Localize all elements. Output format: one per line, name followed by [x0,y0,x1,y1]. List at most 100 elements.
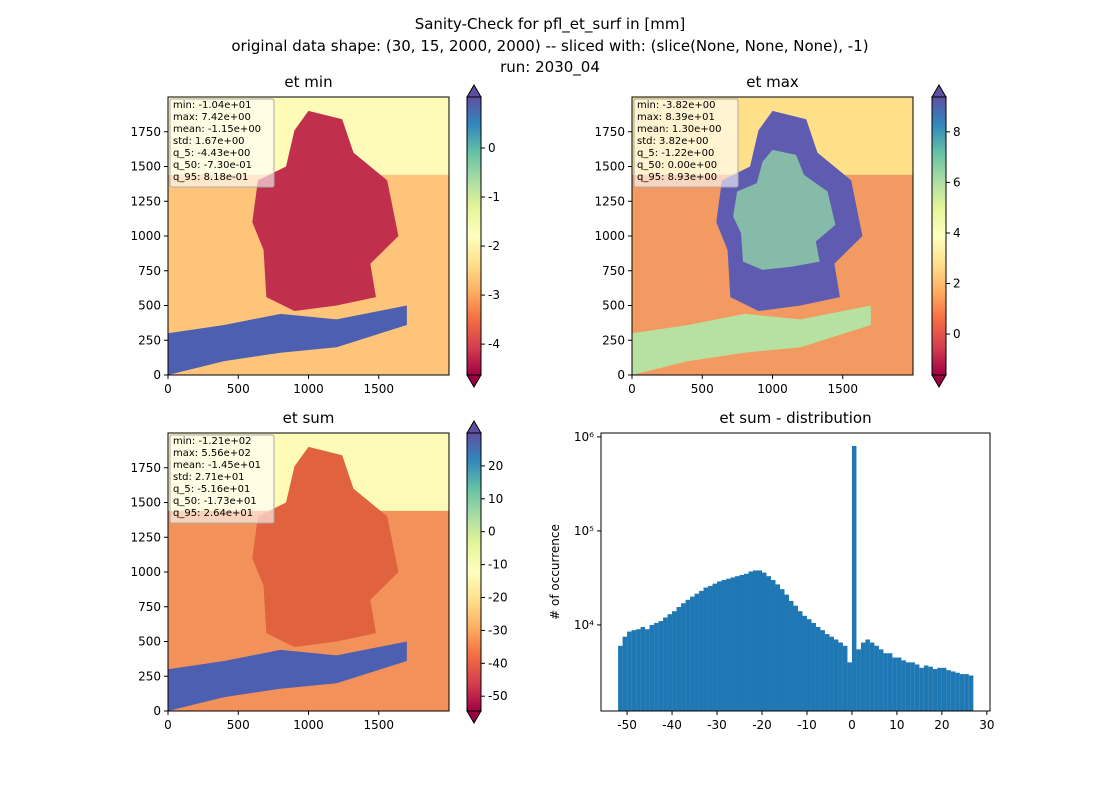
bar [959,674,965,711]
bar [860,642,866,711]
axes-frame [600,432,991,712]
stats-line: q_5: -5.16e+01 [173,484,250,495]
axes-frame [167,432,450,712]
bar [955,672,960,711]
bar [775,584,780,711]
map-alps [632,305,871,375]
stats-line: std: 2.71e+01 [173,472,245,483]
bar [914,664,920,711]
colorbar-tick-label: 0 [953,327,961,341]
bar [717,581,722,711]
bar [896,657,902,711]
colorbar-tick-label: -1 [488,190,500,204]
colorbar-extend [466,420,482,434]
stats-line: q_50: -1.73e+01 [173,496,257,507]
bar [878,649,884,711]
y-tick-label: 1500 [130,160,161,174]
stats-line: min: -1.04e+01 [173,100,252,111]
colorbar-frame [931,96,947,376]
bar [865,639,870,711]
colorbar [932,97,946,375]
colorbar-tick-label: 2 [953,277,961,291]
bar [618,645,623,711]
bar [811,622,816,711]
bar [761,572,767,711]
bar [892,657,897,711]
bar [905,662,911,711]
bar [928,666,933,711]
bar [663,617,668,711]
bar [757,570,762,711]
bar [824,634,830,711]
colorbar-tick-label: -2 [488,239,500,253]
bar [672,611,677,711]
x-tick-label: 1000 [293,382,324,396]
map-country [252,446,399,648]
bar [937,667,942,711]
bar [744,573,749,711]
stats-line: max: 5.56e+02 [173,448,251,459]
bar [887,653,893,711]
colorbar-tick-label: 0 [488,525,496,539]
figure-title: Sanity-Check for pfl_et_surf in [mm] [415,15,686,34]
bar [851,446,857,711]
colorbar-tick-label: 8 [953,125,961,139]
x-tick-label: 10 [889,718,904,732]
y-tick-label: 1500 [130,496,161,510]
bar [676,607,682,711]
bar [883,653,888,711]
colorbar-tick-label: 0 [488,141,496,155]
y-tick-label: 250 [138,333,161,347]
stats-line: std: 3.82e+00 [637,136,709,147]
stats-line: mean: -1.15e+00 [173,124,261,135]
bar [946,670,951,711]
y-tick-label: 1250 [130,194,161,208]
bar [923,665,929,711]
y-tick-label: 1000 [130,565,161,579]
y-tick-label: 1500 [594,160,625,174]
y-tick-label: 0 [153,368,161,382]
bar [793,605,798,711]
axes-frame [167,96,450,376]
y-tick-label: 10⁶ [574,430,594,444]
bar [712,583,718,711]
bar [658,621,664,711]
colorbar-tick-label: -4 [488,337,500,351]
stats-line: std: 1.67e+00 [173,136,245,147]
bar [694,593,700,711]
colorbar-tick-label: -50 [488,689,508,703]
stats-line: q_95: 8.18e-01 [173,172,248,183]
bar [645,629,650,711]
bar [968,675,974,711]
colorbar-tick-label: 20 [488,459,503,473]
x-tick-label: 1000 [293,718,324,732]
x-tick-label: 1500 [363,382,394,396]
colorbar [467,433,481,711]
bar [874,645,879,711]
colorbar-extend [931,84,947,98]
stats-line: q_5: -1.22e+00 [637,148,714,159]
map-alps [168,641,407,711]
bar [941,667,947,711]
map-alps [168,305,407,375]
x-tick-label: 1500 [827,382,858,396]
colorbar-tick-label: -10 [488,558,508,572]
figure-title: run: 2030_04 [500,58,600,77]
colorbar-tick-label: -3 [488,288,500,302]
bar [667,614,673,711]
stats-background [169,98,275,188]
x-tick-label: -20 [752,718,772,732]
bar [856,649,861,711]
map-inner [733,149,836,270]
stats-line: max: 7.42e+00 [173,112,251,123]
y-tick-label: 500 [602,299,625,313]
stats-background [633,98,739,188]
figure-title: original data shape: (30, 15, 2000, 2000… [231,37,868,55]
x-tick-label: 20 [934,718,949,732]
bar [766,576,771,711]
y-tick-label: 1250 [594,194,625,208]
stats-line: q_5: -4.43e+00 [173,148,250,159]
stats-line: q_95: 8.93e+00 [637,172,717,183]
axes-title: et min [284,73,332,91]
